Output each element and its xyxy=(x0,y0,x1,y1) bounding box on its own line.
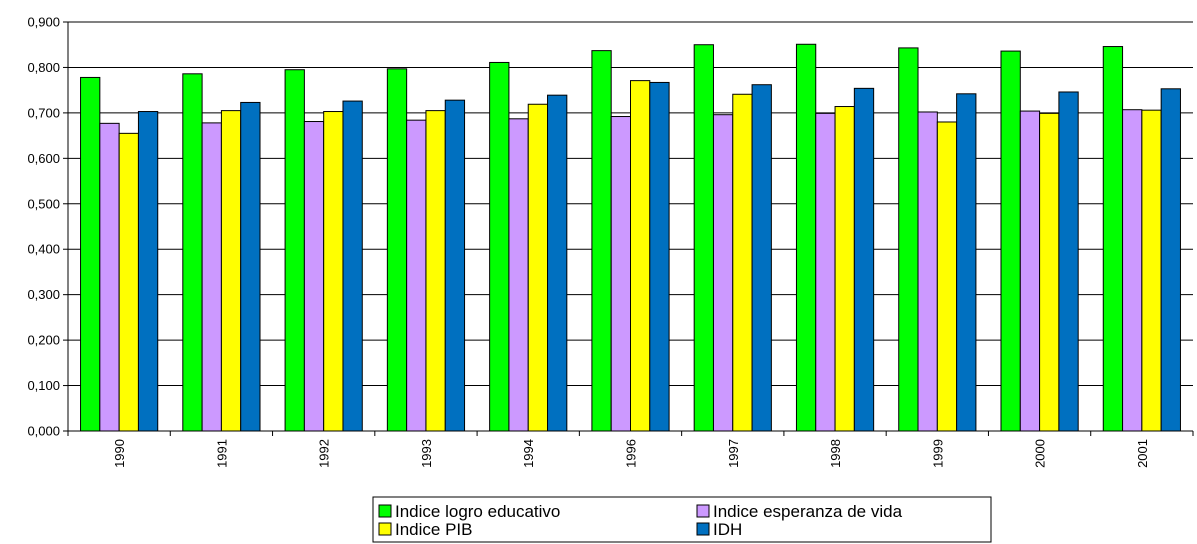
bar-indice-pib-1998 xyxy=(834,106,855,432)
bar-indice-logro-educativo-1993 xyxy=(386,68,408,432)
x-tick-label: 1998 xyxy=(828,439,843,468)
y-tick-label: 0,200 xyxy=(27,333,60,348)
y-tick-label: 0,800 xyxy=(27,60,60,75)
bar-indice-esperanza-de-vida-1997 xyxy=(712,114,734,432)
x-tick-label: 2000 xyxy=(1033,439,1048,468)
bar-indice-esperanza-de-vida-1991 xyxy=(201,122,222,432)
y-tick-labels: 0,000 0,100 0,200 0,300 0,400 0,500 0,600 0,700… xyxy=(27,15,60,439)
legend-entry: Indice PIB xyxy=(395,520,473,539)
bar-idh-2000 xyxy=(1058,91,1079,432)
bar-indice-logro-educativo-2001 xyxy=(1102,46,1124,432)
bar-indice-pib-2000 xyxy=(1039,112,1060,432)
bar-indice-pib-1991 xyxy=(220,110,242,432)
y-tick-label: 0,100 xyxy=(27,378,60,393)
x-tick-label: 1990 xyxy=(112,439,127,468)
bar-idh-1991 xyxy=(240,101,261,432)
bar-indice-pib-1993 xyxy=(425,110,446,432)
bar-indice-pib-2001 xyxy=(1141,109,1162,432)
bar-indice-esperanza-de-vida-1996 xyxy=(610,116,632,432)
legend-entry: IDH xyxy=(713,520,742,539)
bar-idh-1997 xyxy=(751,84,772,432)
bar-indice-esperanza-de-vida-2000 xyxy=(1019,110,1041,432)
legend-swatch xyxy=(378,504,392,518)
x-tick-label: 2001 xyxy=(1135,439,1150,468)
bar-indice-logro-educativo-1994 xyxy=(489,61,510,432)
y-tick-label: 0,600 xyxy=(27,151,60,166)
y-tick-label: 0,700 xyxy=(27,105,60,120)
legend-swatch xyxy=(696,522,710,536)
bar-indice-pib-1992 xyxy=(323,111,344,432)
bar-indice-logro-educativo-1996 xyxy=(591,50,612,432)
x-tick-label: 1994 xyxy=(521,439,536,468)
bar-idh-1996 xyxy=(649,81,670,432)
y-tick-label: 0,300 xyxy=(27,287,60,302)
bar-indice-esperanza-de-vida-1994 xyxy=(508,118,529,432)
bar-idh-2001 xyxy=(1160,88,1181,432)
bar-indice-esperanza-de-vida-1990 xyxy=(99,122,120,432)
bar-indice-logro-educativo-1991 xyxy=(182,73,203,432)
y-tick-label: 0,000 xyxy=(27,424,60,439)
bar-idh-1992 xyxy=(342,100,363,432)
bar-indice-pib-1996 xyxy=(630,80,651,432)
legend-swatch xyxy=(378,522,392,536)
y-tick-label: 0,900 xyxy=(27,15,60,30)
bar-indice-esperanza-de-vida-1992 xyxy=(303,121,325,432)
x-tick-label: 1997 xyxy=(726,439,741,468)
x-tick-label: 1991 xyxy=(214,439,229,468)
x-tick-labels: 1990 1991 1992 1993 1994 1996 1997 1998 1999 2000… xyxy=(112,439,1150,468)
bar-indice-logro-educativo-1990 xyxy=(80,76,101,432)
legend: Indice logro educativo Indice esperanza d… xyxy=(372,496,992,543)
x-tick-label: 1996 xyxy=(624,439,639,468)
bar-indice-esperanza-de-vida-1999 xyxy=(917,111,938,432)
bar-indice-pib-1990 xyxy=(118,132,139,432)
y-tick-label: 0,500 xyxy=(27,196,60,211)
bar-indice-pib-1997 xyxy=(732,93,753,432)
legend-swatch xyxy=(696,504,710,518)
bar-idh-1994 xyxy=(547,94,568,432)
bar-indice-esperanza-de-vida-1993 xyxy=(406,119,427,432)
x-tick-label: 1993 xyxy=(419,439,434,468)
bar-indice-logro-educativo-1999 xyxy=(898,47,919,432)
bar-indice-logro-educativo-2000 xyxy=(1000,50,1021,432)
bar-indice-logro-educativo-1998 xyxy=(795,43,817,432)
bar-indice-logro-educativo-1992 xyxy=(284,69,305,432)
bar-idh-1990 xyxy=(137,111,159,432)
bars xyxy=(80,43,1181,432)
y-tick-label: 0,400 xyxy=(27,242,60,257)
x-tick-label: 1992 xyxy=(317,439,332,468)
bar-indice-esperanza-de-vida-2001 xyxy=(1122,109,1143,432)
legend-entry: Indice logro educativo xyxy=(395,502,560,521)
x-tick-label: 1999 xyxy=(930,439,945,468)
legend-box xyxy=(372,496,992,543)
bar-idh-1993 xyxy=(444,99,466,432)
bar-indice-pib-1999 xyxy=(936,121,958,432)
bar-idh-1998 xyxy=(853,87,875,432)
bar-indice-logro-educativo-1997 xyxy=(693,44,714,432)
axes xyxy=(63,21,1194,436)
bar-idh-1999 xyxy=(956,93,977,432)
legend-entry: Indice esperanza de vida xyxy=(713,502,903,521)
bar-indice-esperanza-de-vida-1998 xyxy=(815,112,836,432)
bar-indice-pib-1994 xyxy=(527,103,549,432)
